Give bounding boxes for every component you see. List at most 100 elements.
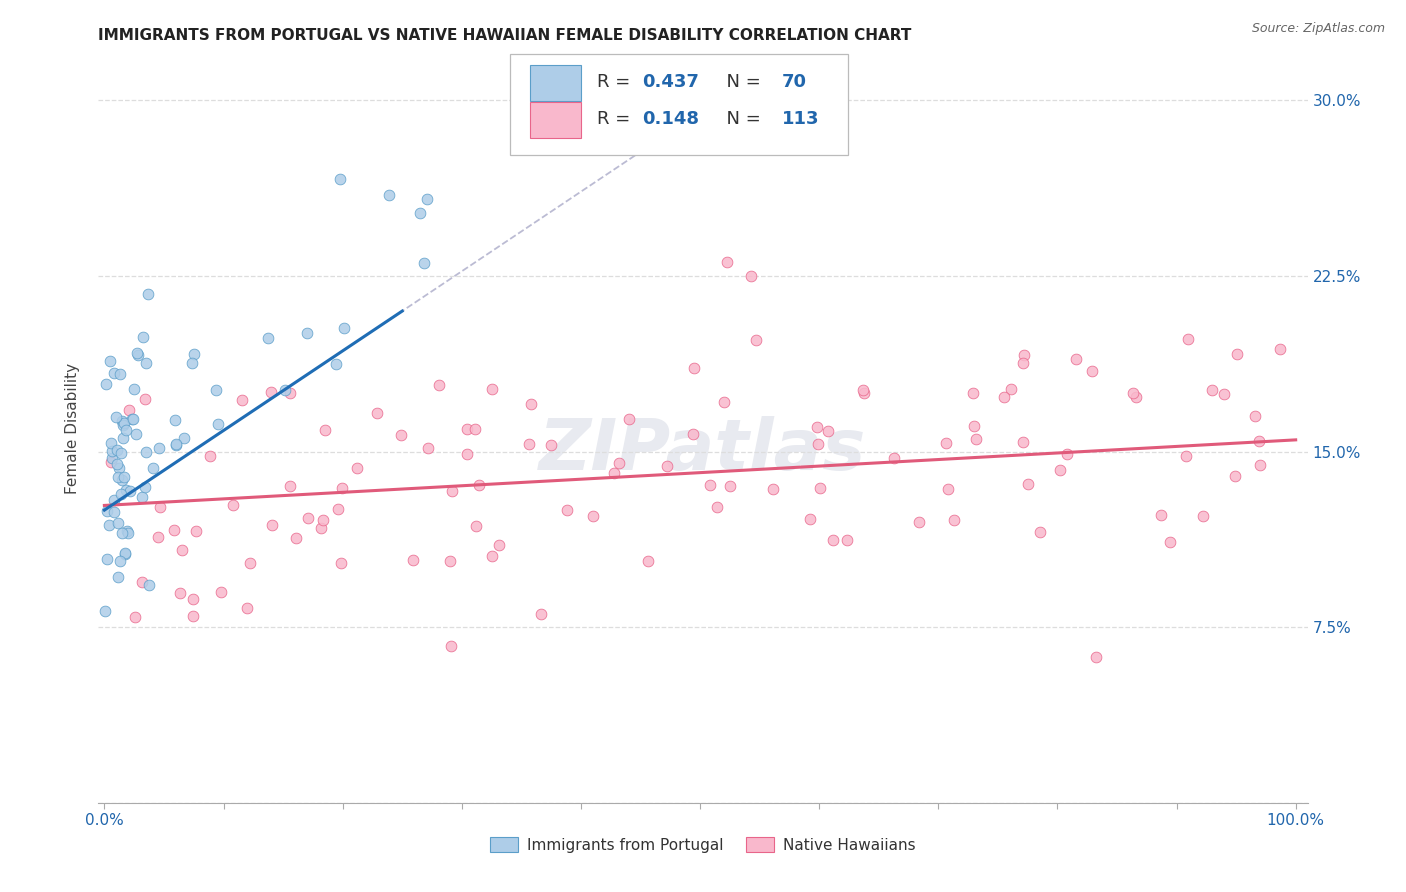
Text: Source: ZipAtlas.com: Source: ZipAtlas.com bbox=[1251, 22, 1385, 36]
Point bbox=[134, 392, 156, 406]
Y-axis label: Female Disability: Female Disability bbox=[65, 362, 80, 494]
Point bbox=[124, 610, 146, 624]
Point bbox=[1125, 390, 1147, 404]
Point bbox=[602, 466, 624, 480]
Point bbox=[718, 479, 741, 493]
Point bbox=[1012, 435, 1035, 450]
Point bbox=[314, 423, 336, 437]
Point bbox=[207, 417, 229, 432]
Point bbox=[936, 482, 959, 496]
Point bbox=[111, 431, 134, 445]
Point bbox=[557, 503, 579, 517]
Text: 70: 70 bbox=[782, 73, 807, 91]
Point bbox=[297, 511, 319, 525]
Legend: Immigrants from Portugal, Native Hawaiians: Immigrants from Portugal, Native Hawaiia… bbox=[484, 830, 922, 859]
Point bbox=[163, 413, 186, 427]
Point bbox=[104, 409, 127, 424]
Point bbox=[481, 549, 503, 563]
Point bbox=[607, 456, 630, 470]
Point bbox=[852, 385, 875, 400]
Point bbox=[1014, 349, 1036, 363]
Point bbox=[278, 386, 301, 401]
Point bbox=[326, 501, 349, 516]
Point bbox=[100, 435, 122, 450]
Point bbox=[135, 445, 157, 459]
Point bbox=[111, 526, 134, 541]
Text: ZIPatlas: ZIPatlas bbox=[540, 417, 866, 485]
Point bbox=[131, 490, 153, 504]
Point bbox=[115, 423, 138, 437]
Point bbox=[699, 478, 721, 492]
Point bbox=[96, 377, 118, 392]
Point bbox=[617, 412, 640, 426]
Point bbox=[744, 333, 766, 347]
Point bbox=[1268, 342, 1291, 356]
Point bbox=[883, 450, 905, 465]
Text: N =: N = bbox=[716, 73, 766, 91]
Point bbox=[107, 516, 129, 531]
Text: N =: N = bbox=[716, 111, 766, 128]
Point bbox=[257, 331, 280, 345]
Point bbox=[540, 438, 562, 452]
Point bbox=[231, 392, 253, 407]
Point bbox=[209, 585, 232, 599]
Point bbox=[333, 321, 356, 335]
Point bbox=[105, 457, 128, 471]
Point bbox=[148, 441, 170, 455]
Text: IMMIGRANTS FROM PORTUGAL VS NATIVE HAWAIIAN FEMALE DISABILITY CORRELATION CHART: IMMIGRANTS FROM PORTUGAL VS NATIVE HAWAI… bbox=[98, 28, 912, 43]
Point bbox=[835, 533, 858, 547]
Point bbox=[183, 346, 205, 360]
Point bbox=[1000, 382, 1022, 396]
Point bbox=[181, 609, 204, 624]
Point bbox=[114, 417, 136, 431]
Point bbox=[401, 553, 423, 567]
Point bbox=[1064, 351, 1087, 366]
Point bbox=[274, 384, 297, 398]
Point bbox=[121, 412, 143, 426]
Point bbox=[117, 524, 139, 538]
Point bbox=[520, 397, 543, 411]
Point bbox=[118, 403, 141, 417]
Point bbox=[162, 523, 184, 537]
Point bbox=[519, 437, 541, 451]
Point bbox=[309, 521, 332, 535]
Point bbox=[330, 556, 353, 570]
Point bbox=[112, 417, 135, 432]
Point bbox=[389, 428, 412, 442]
Point bbox=[142, 461, 165, 475]
Point bbox=[148, 530, 170, 544]
Point bbox=[1159, 534, 1181, 549]
Point bbox=[330, 481, 353, 495]
Point bbox=[1017, 476, 1039, 491]
Text: 0.148: 0.148 bbox=[643, 111, 700, 128]
Point bbox=[1212, 387, 1234, 401]
Point bbox=[111, 414, 134, 428]
Point bbox=[908, 515, 931, 529]
Point bbox=[1226, 347, 1249, 361]
Point bbox=[135, 356, 157, 370]
Point bbox=[285, 532, 308, 546]
Point bbox=[1011, 355, 1033, 369]
Point bbox=[1085, 649, 1108, 664]
Point bbox=[817, 424, 839, 438]
Point bbox=[103, 493, 125, 508]
Point bbox=[173, 431, 195, 445]
Point bbox=[440, 639, 463, 653]
Point bbox=[312, 512, 335, 526]
Point bbox=[149, 500, 172, 514]
Point bbox=[415, 192, 437, 206]
Point bbox=[204, 383, 226, 397]
Point bbox=[131, 330, 153, 344]
Point bbox=[107, 469, 129, 483]
Point bbox=[295, 326, 318, 340]
Point bbox=[1177, 332, 1199, 346]
Point bbox=[198, 449, 221, 463]
Bar bbox=[530, 103, 581, 138]
Point bbox=[713, 395, 735, 409]
Bar bbox=[530, 65, 581, 101]
Point bbox=[97, 517, 120, 532]
Point bbox=[1243, 409, 1265, 423]
Point bbox=[1122, 385, 1144, 400]
Point bbox=[127, 348, 149, 362]
Point bbox=[530, 607, 553, 621]
